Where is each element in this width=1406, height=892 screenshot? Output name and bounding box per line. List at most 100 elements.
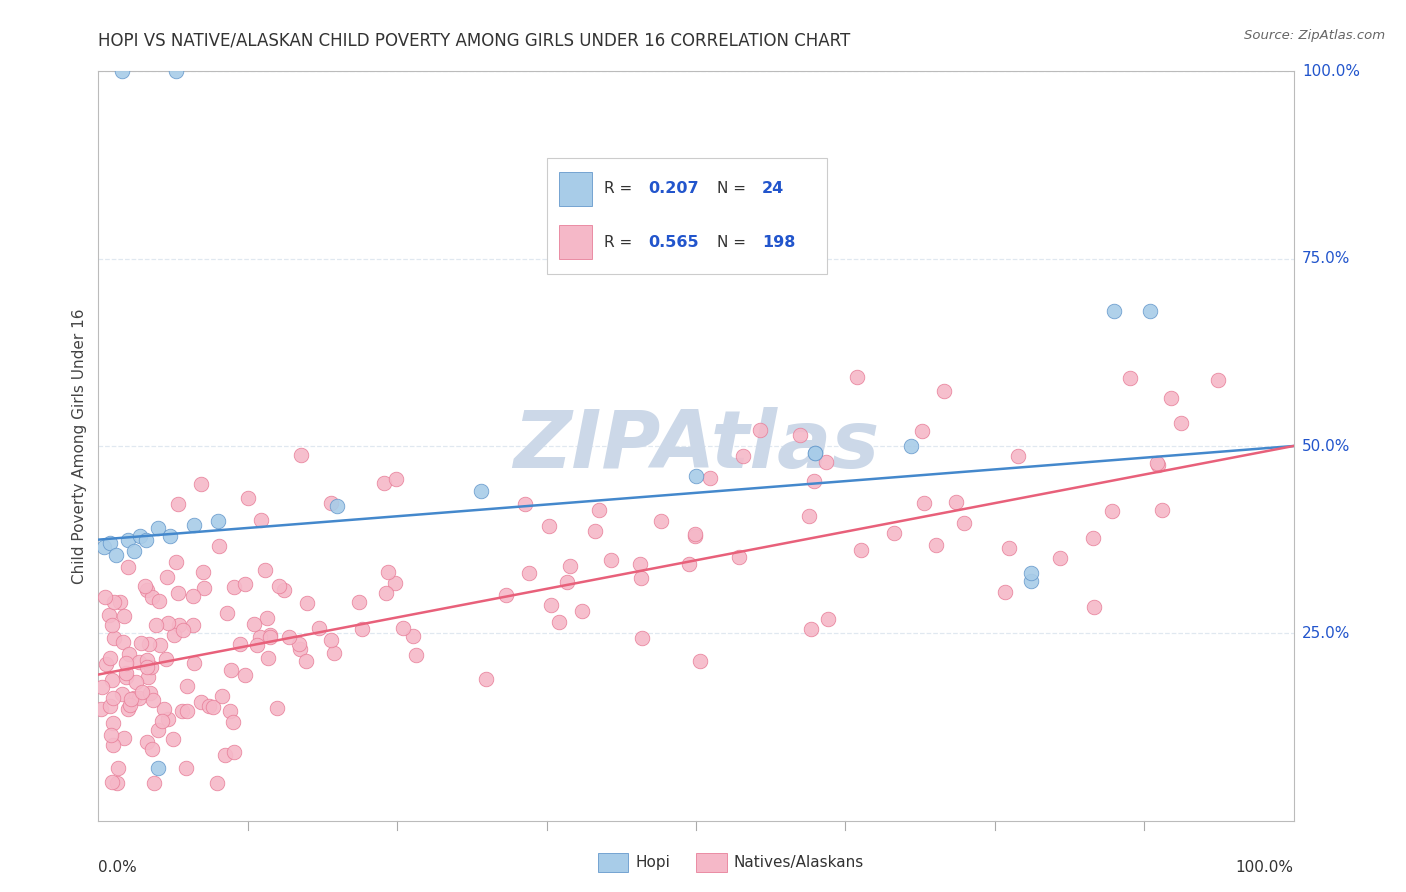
Point: [377, 565, 399, 579]
Point: [253, 563, 276, 577]
Point: [101, 673, 124, 687]
Point: [249, 630, 271, 644]
Text: 25.0%: 25.0%: [1302, 626, 1350, 640]
Point: [98, 650, 121, 665]
Point: [256, 611, 278, 625]
Point: [217, 606, 239, 620]
Text: 100.0%: 100.0%: [1236, 860, 1294, 874]
Point: [384, 576, 406, 591]
Point: [148, 638, 170, 652]
Point: [1101, 504, 1123, 518]
Point: [152, 702, 174, 716]
Point: [141, 590, 163, 604]
Point: [952, 516, 974, 530]
Point: [111, 64, 134, 78]
Point: [129, 529, 152, 543]
Point: [849, 542, 872, 557]
Text: ZIPAtlas: ZIPAtlas: [513, 407, 879, 485]
Point: [683, 526, 706, 541]
Point: [135, 653, 157, 667]
Point: [118, 647, 141, 661]
Point: [207, 514, 229, 528]
Point: [222, 714, 245, 729]
Point: [135, 533, 157, 547]
Point: [193, 581, 215, 595]
Point: [630, 631, 652, 645]
Text: R =: R =: [605, 235, 637, 250]
Point: [181, 589, 204, 603]
Point: [685, 469, 707, 483]
Point: [208, 539, 231, 553]
Point: [405, 648, 427, 663]
Point: [191, 565, 214, 579]
Point: [555, 575, 578, 590]
Point: [290, 448, 312, 462]
Point: [402, 629, 425, 643]
Point: [163, 628, 186, 642]
Point: [1152, 503, 1174, 517]
Text: Source: ZipAtlas.com: Source: ZipAtlas.com: [1244, 29, 1385, 42]
Point: [136, 670, 159, 684]
Point: [1146, 458, 1168, 472]
Point: [125, 675, 148, 690]
Point: [294, 654, 316, 668]
Point: [259, 628, 281, 642]
Point: [513, 497, 536, 511]
Point: [190, 695, 212, 709]
Point: [683, 529, 706, 543]
Point: [537, 519, 560, 533]
Point: [98, 608, 121, 623]
Point: [1146, 456, 1168, 470]
Y-axis label: Child Poverty Among Girls Under 16: Child Poverty Among Girls Under 16: [72, 309, 87, 583]
Point: [103, 632, 125, 646]
Point: [733, 449, 755, 463]
Point: [148, 761, 170, 775]
Point: [148, 723, 170, 738]
Point: [91, 681, 114, 695]
Point: [112, 731, 135, 745]
Point: [98, 536, 122, 550]
Text: 198: 198: [762, 235, 794, 250]
Point: [628, 557, 651, 571]
Point: [319, 495, 342, 509]
Point: [156, 616, 179, 631]
Point: [375, 586, 398, 600]
Point: [678, 558, 700, 572]
Point: [1118, 370, 1140, 384]
Point: [259, 630, 281, 644]
Point: [94, 657, 117, 672]
Point: [250, 513, 273, 527]
Point: [115, 657, 138, 671]
Point: [1019, 566, 1042, 581]
Point: [108, 595, 131, 609]
Point: [118, 698, 141, 712]
Point: [111, 687, 134, 701]
Point: [124, 544, 146, 558]
Point: [1206, 373, 1229, 387]
Point: [495, 588, 517, 602]
Point: [236, 491, 259, 505]
Point: [138, 637, 160, 651]
Point: [157, 713, 180, 727]
Point: [103, 595, 125, 609]
Text: Hopi: Hopi: [636, 855, 671, 870]
Text: 0.0%: 0.0%: [98, 860, 138, 874]
Text: 50.0%: 50.0%: [1302, 439, 1350, 453]
Point: [114, 670, 136, 684]
Point: [257, 651, 280, 665]
Point: [600, 552, 623, 566]
Point: [167, 585, 190, 599]
Point: [347, 595, 370, 609]
Point: [117, 559, 139, 574]
Point: [122, 691, 145, 706]
Point: [90, 702, 112, 716]
Point: [101, 739, 124, 753]
Point: [470, 483, 492, 498]
Point: [162, 732, 184, 747]
Point: [136, 734, 159, 748]
Point: [134, 579, 156, 593]
Point: [93, 540, 115, 554]
Point: [540, 598, 562, 612]
Point: [699, 471, 721, 485]
Point: [205, 776, 228, 790]
